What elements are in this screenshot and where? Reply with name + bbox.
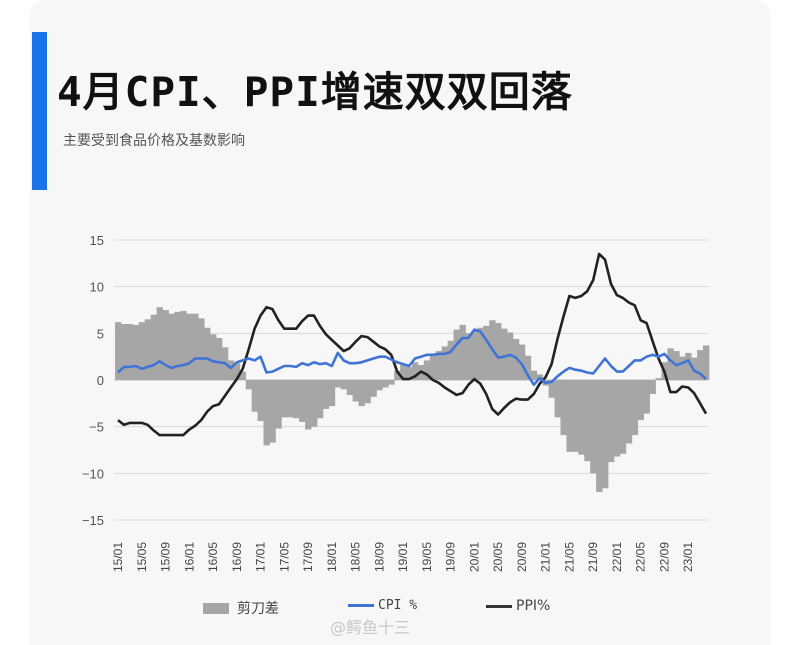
svg-text:21/01: 21/01 [539,542,553,572]
svg-text:16/05: 16/05 [206,542,220,572]
svg-text:18/09: 18/09 [372,542,386,572]
svg-text:15: 15 [90,233,104,248]
svg-text:17/01: 17/01 [254,542,268,572]
svg-text:−10: −10 [82,466,104,481]
svg-text:19/05: 19/05 [420,542,434,572]
svg-text:22/01: 22/01 [610,542,624,572]
svg-text:−15: −15 [82,513,104,528]
svg-text:19/09: 19/09 [444,542,458,572]
svg-text:20/05: 20/05 [491,542,505,572]
svg-text:16/01: 16/01 [182,542,196,572]
cpi-line [117,328,707,386]
svg-text:20/09: 20/09 [515,542,529,572]
legend-cpi-label: CPI % [378,598,418,613]
svg-text:20/01: 20/01 [467,542,481,572]
svg-text:22/05: 22/05 [634,542,648,572]
ppi-line [117,252,708,437]
svg-text:−5: −5 [89,420,104,435]
y-axis-ticks: 15 10 5 0 −5 −10 −15 [82,233,104,528]
svg-text:5: 5 [97,326,104,341]
svg-text:18/01: 18/01 [325,542,339,572]
legend-ppi: PPI% [486,598,550,614]
svg-text:21/05: 21/05 [562,542,576,572]
svg-text:17/05: 17/05 [277,542,291,572]
legend-gap-label: 剪刀差 [237,601,279,617]
legend-ppi-label: PPI% [516,598,551,614]
gap-swatch-icon [203,602,229,614]
svg-text:18/05: 18/05 [349,542,363,572]
svg-text:15/05: 15/05 [135,542,149,572]
svg-text:16/09: 16/09 [230,542,244,572]
legend-gap: 剪刀差 [203,598,279,618]
svg-text:22/09: 22/09 [657,542,671,572]
legend-cpi: CPI % [348,598,417,613]
svg-text:10: 10 [90,280,104,295]
page-title: 4月CPI、PPI增速双双回落 [57,68,573,116]
svg-text:0: 0 [97,373,104,388]
svg-text:19/01: 19/01 [396,542,410,572]
svg-text:15/01: 15/01 [111,542,125,572]
svg-text:15/09: 15/09 [159,542,173,572]
cpi-swatch-icon [348,604,374,607]
svg-text:23/01: 23/01 [681,542,695,572]
x-axis-ticks: 15/01 15/05 15/09 16/01 16/05 16/09 17/01 17/05… [111,542,695,572]
accent-bar [32,32,47,190]
ppi-swatch-icon [486,604,512,608]
svg-text:21/09: 21/09 [586,542,600,572]
gap-bars [115,307,710,492]
svg-text:17/09: 17/09 [301,542,315,572]
page-subtitle: 主要受到食品价格及基数影响 [63,133,245,149]
watermark: @鳄鱼十三 [330,618,411,637]
